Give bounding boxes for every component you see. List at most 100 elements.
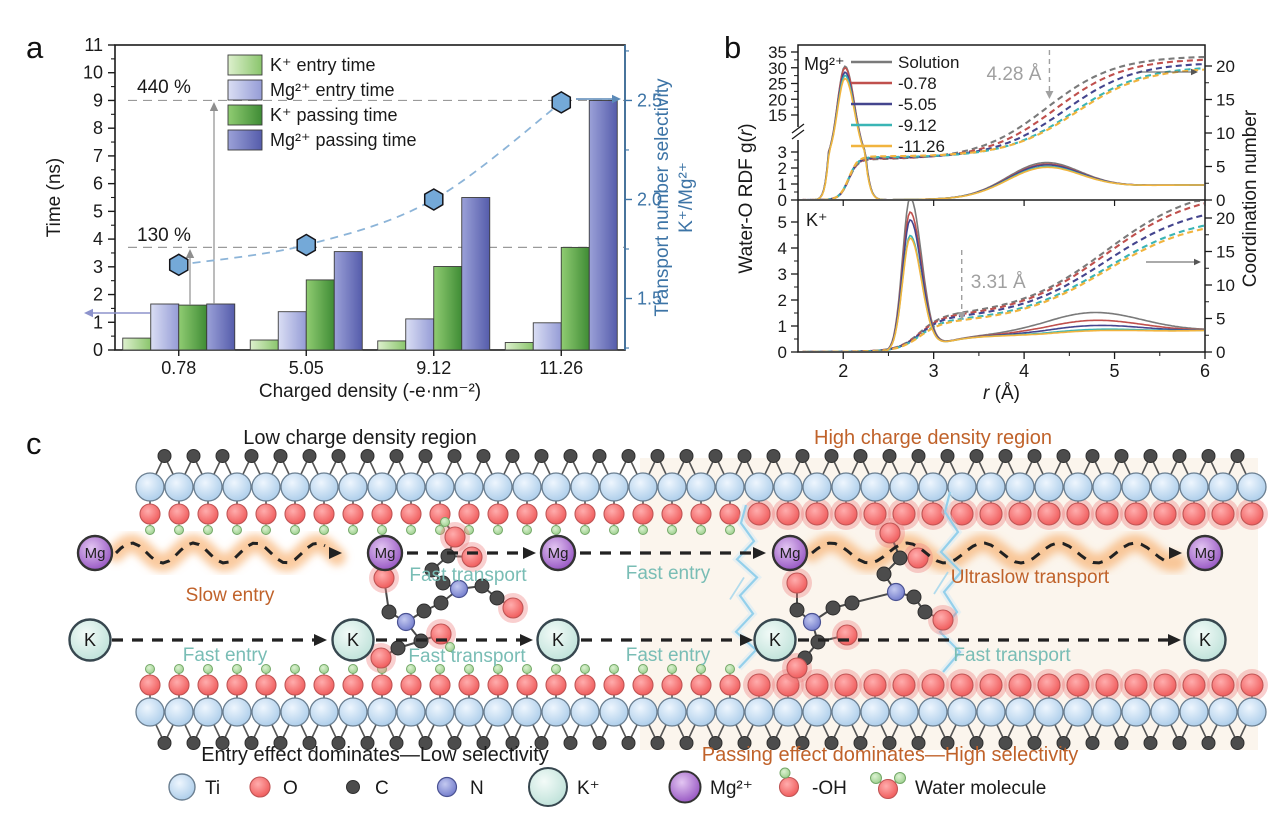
- oxygen-atom: [168, 674, 190, 696]
- oxygen-atom: [516, 674, 538, 696]
- oxygen-atom: [786, 572, 808, 594]
- carbon-atom: [824, 449, 839, 463]
- bar-0-2: [377, 340, 407, 351]
- titanium-atom: [744, 472, 774, 502]
- panel-c-diagram: Mg Mg Mg Mg Mg K K K K K Low charge density region…: [68, 427, 1268, 807]
- titanium-atom: [889, 472, 919, 502]
- oxygen-atom: [1066, 673, 1090, 697]
- arrowhead-icon: [185, 249, 195, 258]
- arrowhead-icon: [753, 547, 766, 559]
- hydroxyl-h-atom: [290, 664, 300, 674]
- hydroxyl-h-atom: [145, 664, 155, 674]
- legend-label: Mg²⁺ entry time: [270, 80, 395, 100]
- oxygen-atom: [863, 673, 887, 697]
- hydrogen-atom: [445, 642, 455, 652]
- oxygen-atom: [805, 673, 829, 697]
- carbon-atom: [795, 449, 810, 463]
- text-part: Water-O RDF g(: [736, 135, 757, 273]
- legend-label: -5.05: [898, 95, 937, 114]
- titanium-atom: [947, 697, 977, 727]
- oxygen-atom: [786, 657, 808, 679]
- y-left-tick-label: 2: [93, 285, 103, 305]
- carbon-atom: [1085, 736, 1100, 750]
- titanium-atom: [483, 697, 513, 727]
- k-subplot-tag: K⁺: [806, 210, 828, 230]
- hydroxyl-h-atom: [696, 525, 706, 535]
- mg-ion-label: Mg: [780, 545, 801, 562]
- oxygen-atom: [690, 674, 712, 696]
- legend-label: Mg²⁺ passing time: [270, 130, 417, 150]
- hydroxyl-h-atom: [551, 525, 561, 535]
- titanium-atom: [1179, 697, 1209, 727]
- titanium-atom: [1034, 472, 1064, 502]
- c-legend-icon: [346, 780, 360, 794]
- bar-3-0: [206, 303, 236, 351]
- arrowhead-icon: [1169, 547, 1182, 559]
- oxygen-atom: [690, 503, 712, 525]
- titanium-atom: [425, 697, 455, 727]
- titanium-atom: [280, 472, 310, 502]
- mg-subplot-tag: Mg²⁺: [804, 54, 845, 74]
- selectivity-hexagon-marker: [423, 188, 444, 211]
- hydroxyl-h-atom: [261, 525, 271, 535]
- text-part: ): [736, 123, 757, 129]
- carbon-atom: [1143, 736, 1158, 750]
- titanium-atom: [773, 697, 803, 727]
- k-y-tick: 3: [778, 265, 787, 284]
- hydroxyl-h-atom: [203, 664, 213, 674]
- cn-tick: 20: [1216, 209, 1235, 228]
- titanium-atom: [860, 697, 890, 727]
- titanium-atom: [686, 472, 716, 502]
- titanium-atom: [396, 472, 426, 502]
- oxygen-atom: [879, 522, 901, 544]
- selectivity-hexagon-marker: [168, 253, 189, 277]
- selectivity-trend-line: [178, 101, 562, 266]
- oxygen-atom: [836, 624, 858, 646]
- carbon-atom: [157, 449, 172, 463]
- mg-rdf-curves: [802, 55, 1204, 199]
- mg-segment-label: Fast transport: [409, 565, 527, 586]
- oxygen-atom: [1182, 502, 1206, 526]
- k-coordination-curve: [802, 201, 1204, 351]
- k-ion: [68, 618, 112, 662]
- membrane: [135, 449, 1268, 535]
- carbon-atom: [679, 736, 694, 750]
- carbon-atom: [1143, 449, 1158, 463]
- y-left-tick-label: 10: [83, 63, 103, 83]
- oxygen-atom: [1124, 502, 1148, 526]
- carbon-atom: [389, 736, 404, 750]
- mg-y-tick: 0: [778, 191, 787, 210]
- k-ion-label: K: [1199, 630, 1211, 650]
- nitrogen-atom: [886, 582, 906, 602]
- n-legend-icon: [436, 776, 458, 798]
- carbon-atom: [505, 449, 520, 463]
- carbon-atom: [1114, 736, 1129, 750]
- hydroxyl-h-atom: [406, 664, 416, 674]
- legend-label: Ti: [205, 778, 220, 799]
- text-part: r: [983, 383, 990, 404]
- oxygen-atom: [950, 502, 974, 526]
- titanium-atom: [135, 472, 165, 502]
- oxygen-atom: [776, 502, 800, 526]
- k-rdf-curve: [867, 201, 1204, 351]
- bar-0-3: [504, 342, 534, 351]
- legend-swatch-icon: [227, 54, 263, 76]
- titanium-atom: [541, 697, 571, 727]
- k-segment-label: Fast transport: [953, 645, 1071, 666]
- carbon-atom: [592, 736, 607, 750]
- k-y-tick: 5: [778, 213, 787, 232]
- carbon-atom: [418, 449, 433, 463]
- carbon-atom: [563, 736, 578, 750]
- mg-coordination-curve: [802, 62, 1204, 199]
- panel-a-chart: 0 1 2 3 4 5 6 7 8 9 10 11 1.5 2.0 2.5 0.78 5.05 9.12 11.26…: [44, 35, 697, 402]
- titanium-atom: [831, 697, 861, 727]
- mg-y-tick: 35: [768, 43, 787, 62]
- hydroxyl-h-atom: [609, 664, 619, 674]
- hydroxyl-h-atom: [145, 525, 155, 535]
- carbon-atom: [917, 604, 933, 620]
- y-left-tick-label: 4: [93, 229, 103, 249]
- mg-ion: [76, 534, 114, 572]
- mg-y-tick: 2: [778, 159, 787, 178]
- oxygen-atom: [429, 674, 451, 696]
- carbon-atom: [360, 449, 375, 463]
